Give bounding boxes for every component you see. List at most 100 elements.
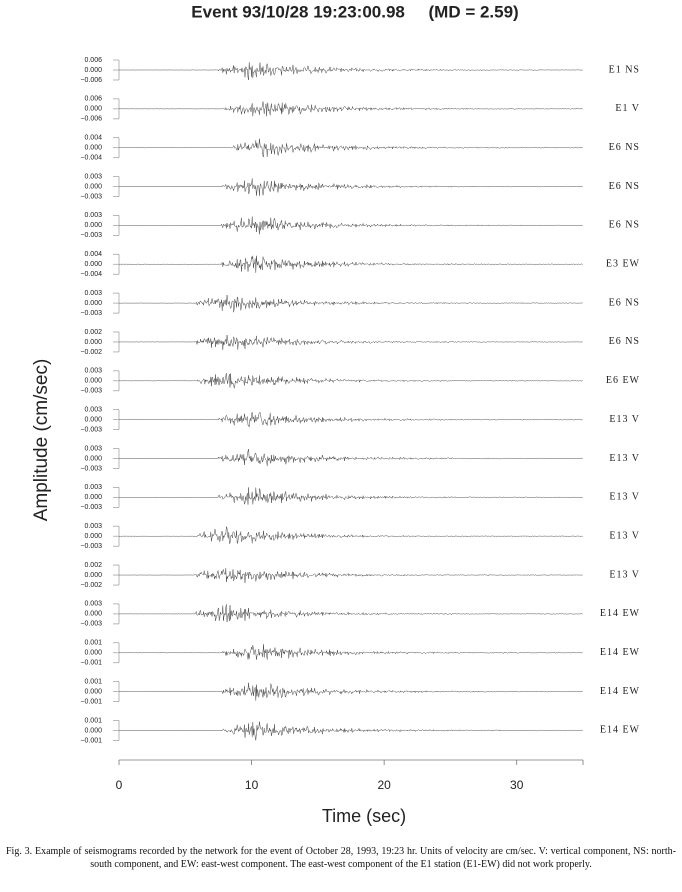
- x-tick-label: 0: [116, 778, 123, 792]
- y-tick-label: −0.003: [80, 232, 102, 239]
- waveform: [118, 487, 583, 506]
- y-tick-label: −0.003: [80, 465, 102, 472]
- y-tick-label: −0.002: [80, 582, 102, 589]
- trace-label: E13 V: [609, 414, 640, 425]
- trace-label: E1 NS: [609, 64, 640, 75]
- trace-label: E14 EW: [600, 608, 640, 619]
- y-tick-label: −0.006: [80, 116, 102, 123]
- trace-label: E6 NS: [609, 336, 640, 347]
- y-tick-label: 0.001: [84, 640, 102, 647]
- trace-label: E3 EW: [606, 259, 640, 270]
- trace-label: E6 NS: [609, 142, 640, 153]
- y-tick-label: 0.003: [84, 484, 102, 491]
- waveform: [118, 644, 583, 660]
- y-tick-label: −0.003: [80, 426, 102, 433]
- y-tick-label: 0.000: [84, 494, 102, 501]
- x-tick-label: 20: [377, 778, 391, 792]
- y-tick-label: 0.003: [84, 290, 102, 297]
- waveform: [118, 526, 583, 545]
- y-tick-label: 0.000: [84, 300, 102, 307]
- y-tick-label: −0.004: [80, 155, 102, 162]
- y-tick-label: 0.006: [84, 96, 102, 103]
- y-tick-label: −0.003: [80, 504, 102, 511]
- y-tick-label: 0.004: [84, 135, 102, 142]
- waveform: [118, 255, 583, 273]
- waveform: [118, 138, 583, 158]
- trace-label: E1 V: [615, 103, 640, 114]
- waveform: [118, 334, 583, 351]
- waveform: [118, 682, 583, 701]
- y-tick-label: 0.003: [84, 601, 102, 608]
- trace-label: E6 NS: [609, 297, 640, 308]
- y-tick-label: −0.002: [80, 349, 102, 356]
- y-tick-label: 0.000: [84, 572, 102, 579]
- y-tick-label: 0.003: [84, 212, 102, 219]
- waveform: [118, 449, 583, 466]
- y-tick-label: 0.000: [84, 339, 102, 346]
- y-tick-label: −0.003: [80, 388, 102, 395]
- y-tick-label: 0.002: [84, 562, 102, 569]
- trace-label: E13 V: [609, 530, 640, 541]
- y-tick-label: 0.000: [84, 222, 102, 229]
- y-tick-label: 0.000: [84, 261, 102, 268]
- y-tick-label: 0.000: [84, 67, 102, 74]
- y-tick-label: −0.004: [80, 271, 102, 278]
- y-tick-label: 0.000: [84, 106, 102, 113]
- y-tick-label: 0.000: [84, 611, 102, 618]
- y-tick-label: 0.003: [84, 406, 102, 413]
- trace-label: E14 EW: [600, 725, 640, 736]
- y-tick-label: −0.003: [80, 310, 102, 317]
- y-tick-label: 0.000: [84, 688, 102, 695]
- chart-title: Event 93/10/28 19:23:00.98 (MD = 2.59): [191, 2, 518, 21]
- x-tick-label: 30: [510, 778, 524, 792]
- y-tick-label: 0.000: [84, 183, 102, 190]
- y-tick-label: 0.000: [84, 378, 102, 385]
- y-tick-label: −0.003: [80, 193, 102, 200]
- y-tick-label: −0.001: [80, 660, 102, 667]
- x-axis-label: Time (sec): [322, 806, 406, 826]
- y-tick-label: −0.001: [80, 698, 102, 705]
- y-tick-label: 0.000: [84, 416, 102, 423]
- waveform: [119, 568, 583, 583]
- trace-label: E14 EW: [600, 686, 640, 697]
- waveform: [118, 721, 583, 741]
- y-tick-label: 0.003: [84, 368, 102, 375]
- y-tick-label: 0.000: [84, 455, 102, 462]
- y-tick-label: 0.003: [84, 523, 102, 530]
- waveform: [118, 411, 583, 428]
- y-tick-label: 0.003: [84, 445, 102, 452]
- y-tick-label: 0.000: [84, 650, 102, 657]
- y-tick-label: 0.001: [84, 717, 102, 724]
- waveform: [118, 101, 583, 117]
- waveform: [118, 604, 583, 623]
- y-tick-label: −0.003: [80, 621, 102, 628]
- x-tick-label: 10: [245, 778, 259, 792]
- trace-label: E6 NS: [609, 181, 640, 192]
- trace-label: E6 NS: [609, 220, 640, 231]
- y-tick-label: 0.001: [84, 678, 102, 685]
- trace-label: E13 V: [609, 492, 640, 503]
- y-tick-label: 0.006: [84, 57, 102, 64]
- waveform: [118, 373, 583, 389]
- y-tick-label: 0.004: [84, 251, 102, 258]
- y-tick-label: 0.000: [84, 727, 102, 734]
- waveform: [118, 178, 583, 196]
- y-tick-label: 0.003: [84, 173, 102, 180]
- waveform: [118, 62, 583, 80]
- y-tick-label: 0.000: [84, 533, 102, 540]
- waveform: [118, 216, 583, 235]
- y-tick-label: 0.000: [84, 145, 102, 152]
- y-axis-label: Amplitude (cm/sec): [31, 359, 52, 522]
- y-tick-label: −0.003: [80, 543, 102, 550]
- waveform: [118, 294, 583, 313]
- y-tick-label: −0.001: [80, 737, 102, 744]
- y-tick-label: 0.002: [84, 329, 102, 336]
- trace-label: E13 V: [609, 453, 640, 464]
- trace-label: E14 EW: [600, 647, 640, 658]
- y-tick-label: −0.006: [80, 77, 102, 84]
- caption: Fig. 3. Example of seismograms recorded …: [6, 846, 676, 870]
- trace-label: E13 V: [609, 569, 640, 580]
- trace-label: E6 EW: [606, 375, 640, 386]
- chart: Event 93/10/28 19:23:00.98 (MD = 2.59) T…: [31, 2, 640, 826]
